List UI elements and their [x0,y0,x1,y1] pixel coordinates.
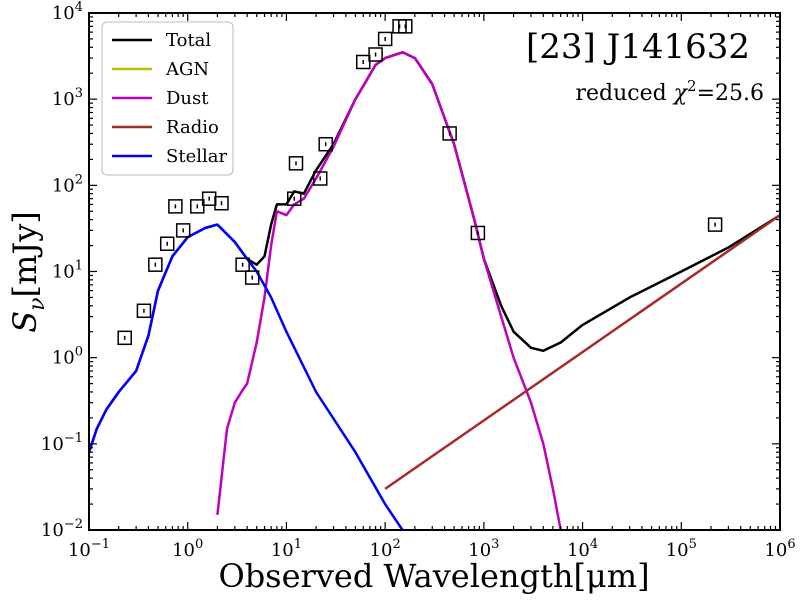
y-tick-label: 10−2 [41,517,83,541]
chi-square-annotation: reduced χ2=25.6 [575,77,764,106]
legend-item-total: Total [112,30,211,51]
x-axis-title: Observed Wavelength[μm] [218,557,649,595]
observed-point [175,223,191,238]
observed-point [312,171,328,186]
observed-point [136,303,152,319]
x-tick-label: 102 [370,537,401,561]
y-axis-title: Sν[mJy] [6,211,50,333]
series-line-stellar [89,223,404,530]
observed-point [288,156,304,171]
y-tick-label: 10−1 [41,431,83,455]
tick-labels-layer: 10−1 100 101 102 103 104 105 10610−210−11001011… [41,0,796,561]
observed-point [148,257,163,272]
y-tick-label: 103 [52,86,83,110]
x-tick-label: 106 [764,537,795,561]
legend-label: AGN [165,59,209,80]
observed-point [442,126,457,141]
legend: Total AGN Dust Radio Stellar [101,21,234,176]
observed-points-layer [117,19,723,346]
y-tick-label: 102 [52,172,83,196]
legend-item-agn: AGN [112,59,209,80]
observed-point [235,257,250,272]
x-tick-label: 100 [172,537,203,561]
x-tick-label: 105 [666,537,697,561]
series-line-radio [384,214,780,490]
observed-point [168,199,183,214]
observed-point [368,47,383,62]
legend-item-stellar: Stellar [112,146,227,167]
series-layer [89,51,780,530]
y-tick-label: 104 [52,0,83,24]
ticks-layer [88,12,781,531]
legend-frame [101,21,234,176]
observed-point [201,191,217,206]
y-tick-label: 101 [52,259,83,283]
observed-point [190,199,205,214]
observed-point [470,225,486,241]
legend-label: Stellar [166,146,227,167]
observed-point [286,191,302,206]
x-tick-label: 101 [271,537,302,561]
observed-point [214,195,229,211]
observed-point [117,330,132,346]
observed-point [377,31,393,47]
object-id-annotation: [23] J141632 [526,27,750,67]
legend-label: Dust [166,88,209,109]
observed-point [392,19,407,34]
legend-label: Radio [166,117,219,138]
legend-label: Total [166,30,211,51]
observed-point [318,136,333,152]
legend-item-radio: Radio [112,117,219,138]
legend-item-dust: Dust [112,88,209,109]
observed-point [355,54,371,70]
x-tick-label: 103 [468,537,499,561]
observed-point [159,236,175,251]
observed-point [398,19,413,34]
observed-point [244,270,260,285]
x-tick-label: 10−1 [68,537,110,561]
observed-point [707,217,723,232]
series-line-dust [216,51,562,530]
x-tick-label: 104 [567,537,598,561]
y-tick-label: 100 [52,345,83,369]
